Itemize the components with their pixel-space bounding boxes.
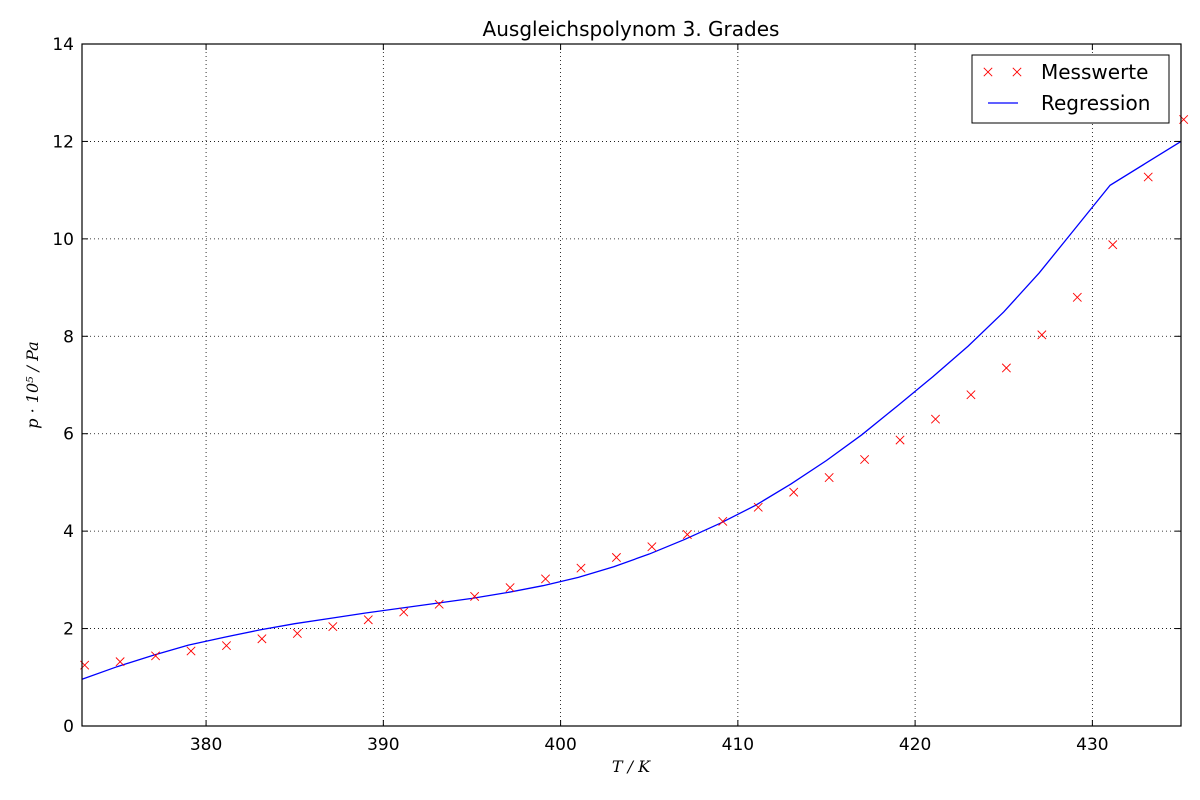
- data-point-marker: [647, 542, 657, 552]
- data-point-marker: [895, 435, 905, 445]
- data-point-marker: [718, 516, 728, 526]
- data-point-marker: [611, 552, 621, 562]
- chart-title: Ausgleichspolynom 3. Grades: [483, 17, 780, 41]
- data-point-marker: [824, 473, 834, 483]
- x-tick-label: 390: [367, 735, 399, 755]
- data-point-marker: [860, 455, 870, 465]
- data-point-marker: [151, 651, 161, 661]
- x-tick-label: 420: [899, 735, 931, 755]
- regression-curve: [81, 140, 1182, 680]
- data-point-marker: [505, 583, 515, 593]
- data-point-marker: [257, 634, 267, 644]
- data-point-marker: [292, 628, 302, 638]
- y-tick-label: 14: [52, 35, 74, 55]
- data-point-marker: [399, 607, 409, 617]
- data-point-marker: [434, 599, 444, 609]
- y-tick-label: 8: [63, 327, 74, 347]
- legend-label-messwerte: Messwerte: [1041, 60, 1148, 84]
- y-tick-label: 12: [52, 132, 74, 152]
- y-tick-label: 2: [63, 620, 74, 640]
- data-point-marker: [470, 591, 480, 601]
- data-point-marker: [576, 563, 586, 573]
- data-point-marker: [966, 390, 976, 400]
- data-point-marker: [328, 622, 338, 632]
- data-point-marker: [682, 530, 692, 540]
- data-point-marker: [930, 414, 941, 424]
- y-tick-label: 10: [52, 230, 74, 250]
- data-point-marker: [1037, 330, 1047, 340]
- data-point-marker: [115, 657, 125, 667]
- axis-ticks: 380 390 400 410 420 430 0 2 4 6 8 10 12 14: [52, 35, 1181, 755]
- legend-label-regression: Regression: [1041, 91, 1150, 115]
- x-axis-label: T / K: [612, 757, 651, 776]
- x-tick-label: 410: [722, 735, 754, 755]
- data-point-marker: [1108, 240, 1118, 250]
- legend-marker-messwerte: [983, 67, 1022, 77]
- regression-line: [81, 140, 1182, 680]
- y-tick-label: 0: [63, 717, 74, 737]
- y-tick-label: 4: [63, 522, 74, 542]
- data-point-marker: [1072, 292, 1082, 302]
- x-tick-label: 380: [190, 735, 222, 755]
- data-point-marker: [363, 615, 373, 625]
- plot-frame: [81, 43, 1182, 727]
- data-point-marker: [541, 574, 551, 584]
- data-point-marker: [1143, 172, 1153, 182]
- legend: Messwerte Regression: [971, 54, 1170, 124]
- y-tick-label: 6: [63, 425, 74, 445]
- y-axis-label: p · 10⁵ / Pa: [23, 341, 42, 428]
- data-point-marker: [186, 646, 196, 656]
- x-tick-label: 400: [544, 735, 576, 755]
- data-point-marker: [1001, 363, 1011, 373]
- legend-box: [971, 54, 1170, 124]
- x-tick-label: 430: [1076, 735, 1108, 755]
- data-point-marker: [789, 487, 799, 497]
- grid: [82, 44, 1181, 726]
- data-point-marker: [753, 502, 763, 512]
- measurement-markers: [80, 114, 1189, 670]
- data-point-marker: [221, 641, 231, 651]
